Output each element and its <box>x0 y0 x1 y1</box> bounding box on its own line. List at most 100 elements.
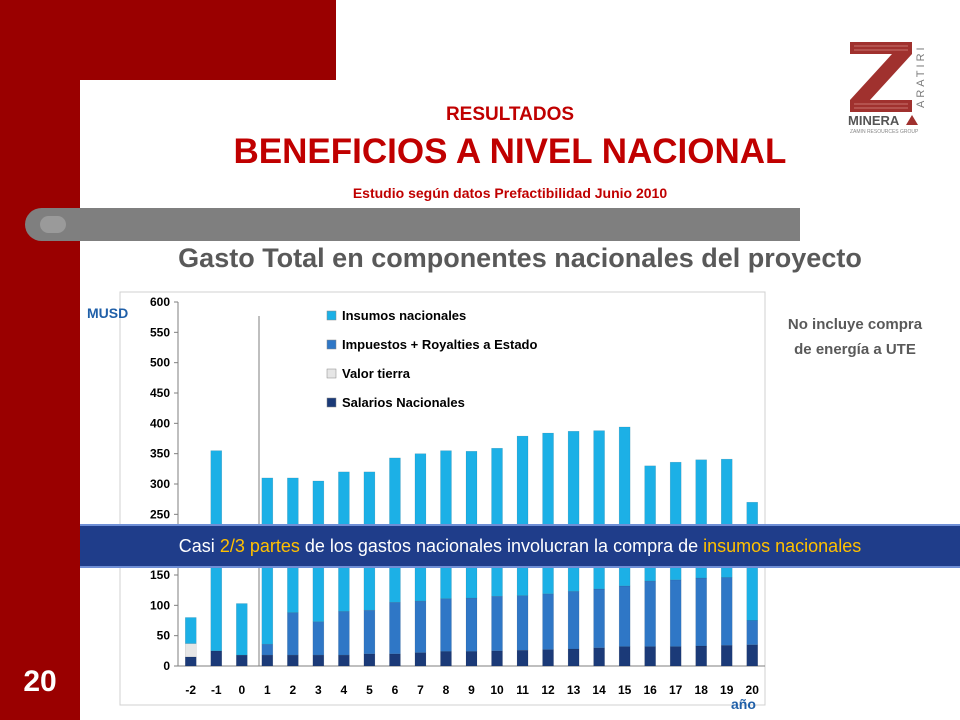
x-tick-label: -1 <box>211 683 222 697</box>
logo-mark: ARATIRI MINERA ZAMIN RESOURCES GROUP <box>848 42 927 135</box>
bar-segment-3 <box>491 447 503 597</box>
bar-segment-2 <box>389 602 401 655</box>
x-tick-label: 13 <box>567 683 581 697</box>
bar-segment-3 <box>618 426 631 587</box>
bar-segment-3 <box>720 458 733 578</box>
chart-title: Gasto Total en componentes nacionales de… <box>178 243 862 273</box>
y-tick-label: 400 <box>150 416 170 430</box>
x-tick-label: 7 <box>417 683 424 697</box>
legend-label: Valor tierra <box>342 366 411 381</box>
y-tick-label: 600 <box>150 295 170 309</box>
bar-segment-0 <box>567 648 580 667</box>
bar-segment-0 <box>669 646 682 667</box>
y-tick-label: 450 <box>150 386 170 400</box>
x-tick-label: 12 <box>541 683 555 697</box>
y-tick-label: 50 <box>157 629 171 643</box>
bar-segment-2 <box>542 593 554 650</box>
bar-segment-0 <box>338 654 350 667</box>
x-tick-label: 3 <box>315 683 322 697</box>
callout-text-1: Casi <box>178 536 220 556</box>
energy-note: No incluye compra de energía a UTE <box>760 312 950 362</box>
bar-segment-2 <box>720 577 733 646</box>
page-number: 20 <box>23 665 57 698</box>
legend-label: Impuestos + Royalties a Estado <box>342 337 537 352</box>
bar-segment-2 <box>363 609 376 655</box>
bar-segment-3 <box>542 432 554 595</box>
legend-swatch <box>326 339 337 350</box>
callout-highlight-1: 2/3 partes <box>219 536 300 556</box>
bar-segment-2 <box>414 600 427 653</box>
x-tick-label: 10 <box>490 683 504 697</box>
x-tick-label: 14 <box>592 683 606 697</box>
bar-segment-0 <box>746 644 758 667</box>
bar-segment-0 <box>644 646 656 667</box>
bar-segment-0 <box>261 654 274 667</box>
legend-swatch <box>326 368 337 379</box>
bar-segment-2 <box>312 621 325 656</box>
x-tick-label: 20 <box>746 683 760 697</box>
x-tick-label: 11 <box>516 683 529 697</box>
legend-swatch <box>326 310 337 321</box>
bar-segment-2 <box>669 579 682 647</box>
bar-segment-0 <box>210 650 223 667</box>
x-tick-label: 18 <box>695 683 709 697</box>
bar-segment-3 <box>516 435 529 596</box>
x-tick-label: 1 <box>264 683 271 697</box>
divider-bar-cap <box>40 216 66 233</box>
energy-note-line-2: de energía a UTE <box>794 341 916 358</box>
y-tick-label: 350 <box>150 447 170 461</box>
bar-segment-0 <box>185 656 197 667</box>
y-tick-label: 150 <box>150 568 170 582</box>
bar-segment-0 <box>414 652 427 667</box>
bar-segment-0 <box>312 654 325 667</box>
section-kicker: RESULTADOS <box>445 104 575 125</box>
bar-segment-0 <box>720 645 733 667</box>
y-tick-label: 100 <box>150 598 170 612</box>
bar-segment-2 <box>746 620 758 646</box>
company-logo: ARATIRI MINERA ZAMIN RESOURCES GROUP <box>842 36 938 136</box>
insight-callout: Casi 2/3 partes de los gastos nacionales… <box>80 524 960 568</box>
bar-segment-3 <box>695 459 707 579</box>
y-axis-label: MUSD <box>87 305 128 321</box>
bar-segment-2 <box>465 597 478 652</box>
left-red-sidebar <box>0 0 80 720</box>
x-tick-label: 9 <box>468 683 475 697</box>
divider-bar <box>25 208 800 241</box>
bar-segment-2 <box>338 611 350 656</box>
bar-segment-0 <box>236 654 248 667</box>
bar-segment-3 <box>567 430 580 592</box>
y-tick-label: 250 <box>150 507 170 521</box>
bar-segment-2 <box>491 595 503 652</box>
bar-segment-0 <box>287 654 299 667</box>
z-monogram-icon <box>850 42 912 112</box>
bar-segment-2 <box>593 588 605 649</box>
bar-segment-2 <box>644 580 656 647</box>
x-tick-label: 15 <box>618 683 632 697</box>
y-tick-label: 0 <box>163 659 170 673</box>
bar-segment-2 <box>287 612 299 656</box>
bar-segment-0 <box>516 649 529 667</box>
bar-segment-0 <box>363 653 376 667</box>
bar-segment-0 <box>491 650 503 667</box>
logo-tagline: ZAMIN RESOURCES GROUP <box>850 129 919 135</box>
bar-segment-0 <box>618 646 631 667</box>
bar-segment-2 <box>440 598 452 652</box>
bar-segment-3 <box>669 461 682 581</box>
bar-segment-0 <box>593 647 605 667</box>
y-tick-label: 550 <box>150 325 170 339</box>
bar-segment-1 <box>185 643 197 658</box>
bar-segment-2 <box>695 577 707 647</box>
bar-segment-2 <box>261 643 274 656</box>
page-subtitle: Estudio según datos Prefactibilidad Juni… <box>352 185 668 201</box>
energy-note-line-1: No incluye compra <box>787 316 923 333</box>
y-tick-label: 300 <box>150 477 170 491</box>
x-tick-label: 19 <box>720 683 734 697</box>
plot-area-frame <box>119 291 766 706</box>
bar-segment-0 <box>389 653 401 667</box>
y-tick-label: 500 <box>150 356 170 370</box>
x-tick-label: 2 <box>290 683 297 697</box>
bar-segment-2 <box>567 591 580 650</box>
x-tick-label: 5 <box>366 683 373 697</box>
bar-segment-2 <box>618 585 631 647</box>
